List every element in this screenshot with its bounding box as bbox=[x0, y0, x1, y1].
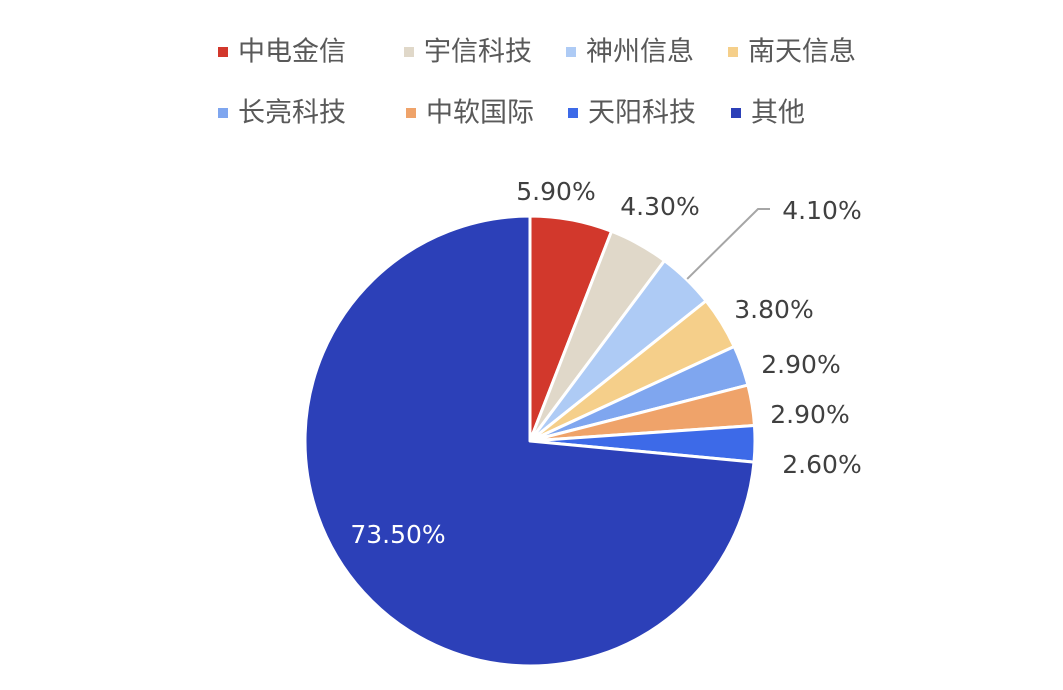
legend-item-8: 其他 bbox=[731, 98, 805, 129]
legend-label: 南天信息 bbox=[748, 37, 856, 68]
data-label-7: 2.60% bbox=[782, 450, 861, 479]
legend-label: 长亮科技 bbox=[238, 98, 346, 129]
legend-label: 天阳科技 bbox=[588, 98, 696, 129]
legend-swatch bbox=[566, 47, 576, 57]
leader-lines bbox=[686, 208, 770, 280]
data-label-5: 2.90% bbox=[761, 350, 840, 379]
legend-item-5: 长亮科技 bbox=[218, 98, 346, 129]
legend-swatch bbox=[218, 108, 228, 118]
legend-label: 中电金信 bbox=[238, 37, 346, 68]
legend-item-7: 天阳科技 bbox=[568, 98, 696, 129]
data-label-8: 73.50% bbox=[350, 520, 445, 549]
legend-item-1: 中电金信 bbox=[218, 37, 346, 68]
legend-item-6: 中软国际 bbox=[406, 98, 534, 129]
data-label-6: 2.90% bbox=[770, 400, 849, 429]
data-labels: 5.90% 4.30% 4.10% 3.80% 2.90% 2.90% 2.60% 73.50… bbox=[350, 177, 861, 549]
legend-swatch bbox=[568, 108, 578, 118]
leader-line-3 bbox=[686, 208, 770, 280]
legend-item-3: 神州信息 bbox=[566, 37, 694, 68]
legend-label: 其他 bbox=[751, 98, 805, 129]
legend-swatch bbox=[218, 47, 228, 57]
pie-slices bbox=[303, 214, 757, 668]
legend-item-2: 宇信科技 bbox=[404, 37, 532, 68]
legend-item-4: 南天信息 bbox=[728, 37, 856, 68]
legend-swatch bbox=[404, 47, 414, 57]
data-label-4: 3.80% bbox=[734, 295, 813, 324]
data-label-3: 4.10% bbox=[782, 196, 861, 225]
data-label-1: 5.90% bbox=[516, 177, 595, 206]
data-label-2: 4.30% bbox=[620, 192, 699, 221]
legend-swatch bbox=[731, 108, 741, 118]
legend-label: 宇信科技 bbox=[424, 37, 532, 68]
legend-label: 中软国际 bbox=[426, 98, 534, 129]
pie-slice-8 bbox=[303, 214, 756, 668]
legend-swatch bbox=[728, 47, 738, 57]
legend-swatch bbox=[406, 108, 416, 118]
legend-label: 神州信息 bbox=[586, 37, 694, 68]
